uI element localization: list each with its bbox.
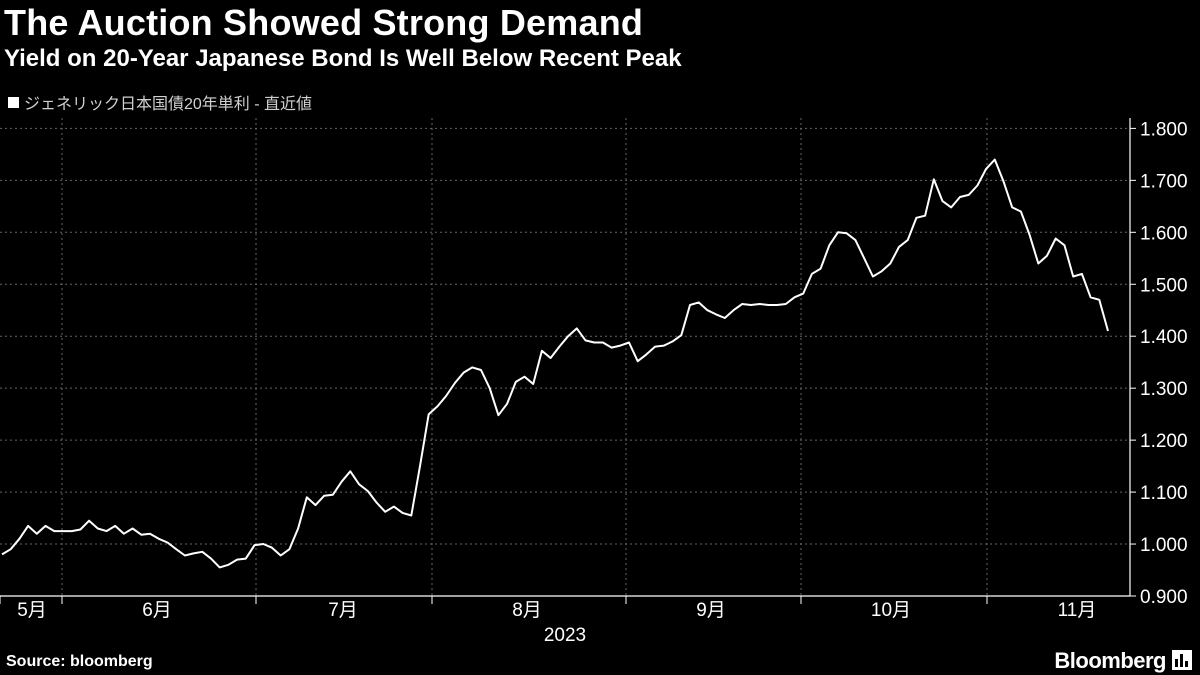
source-note: Source: bloomberg [6,653,153,670]
x-tick-label: 11月 [1058,600,1097,621]
x-tick-label: 10月 [871,600,911,621]
y-tick-label: 1.400 [1140,327,1188,348]
y-tick-label: 1.300 [1140,379,1188,400]
series-line [1,158,1109,569]
y-tick-label: 1.500 [1140,275,1188,296]
y-tick-label: 1.000 [1140,535,1188,556]
x-tick-label: 8月 [512,600,542,621]
chart-title: The Auction Showed Strong Demand [4,2,644,43]
legend: ジェネリック日本国債20年単利 - 直近値 [8,90,312,114]
y-tick-label: 1.700 [1140,171,1188,192]
x-year-label: 2023 [544,625,586,646]
bloomberg-logo: Bloomberg [1054,648,1166,673]
x-tick-label: 9月 [696,600,726,621]
bloomberg-terminal-icon [1172,650,1192,670]
legend-swatch [8,96,19,108]
y-tick-label: 0.900 [1140,587,1188,608]
x-tick-label: 6月 [142,600,172,621]
x-tick-label: 7月 [328,600,358,621]
chart-subtitle: Yield on 20-Year Japanese Bond Is Well B… [4,45,682,72]
y-tick-label: 1.200 [1140,431,1188,452]
y-tick-label: 1.100 [1140,483,1188,504]
y-tick-label: 1.800 [1140,119,1188,140]
legend-label: ジェネリック日本国債20年単利 - 直近値 [24,96,313,113]
y-tick-label: 1.600 [1140,223,1188,244]
x-tick-label: 5月 [17,600,47,621]
